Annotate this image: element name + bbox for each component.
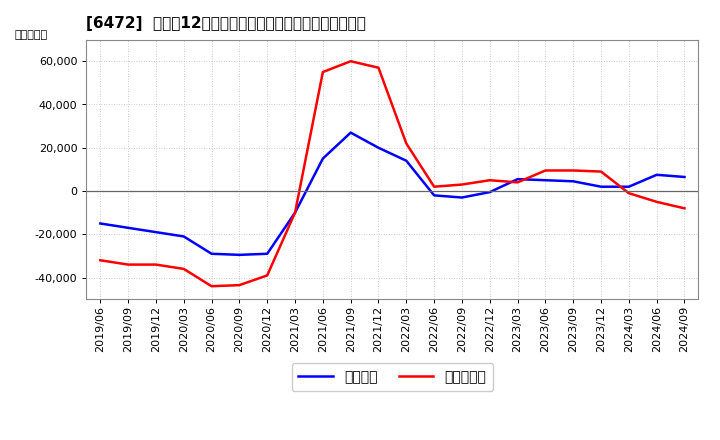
当期純利益: [263, 273, 271, 278]
当期純利益: [652, 199, 661, 205]
当期純利益: [541, 168, 550, 173]
当期純利益: [124, 262, 132, 267]
経常利益: [680, 174, 689, 180]
経常利益: [624, 184, 633, 189]
経常利益: [346, 130, 355, 135]
当期純利益: [235, 282, 243, 288]
当期純利益: [597, 169, 606, 174]
当期純利益: [569, 168, 577, 173]
経常利益: [652, 172, 661, 177]
Y-axis label: （百万円）: （百万円）: [14, 29, 48, 40]
当期純利益: [680, 205, 689, 211]
経常利益: [374, 145, 383, 150]
経常利益: [597, 184, 606, 189]
当期純利益: [458, 182, 467, 187]
経常利益: [402, 158, 410, 163]
経常利益: [291, 210, 300, 215]
当期純利益: [96, 258, 104, 263]
Text: [6472]  利益だ12か月移動合計の対前年同期増減額の推移: [6472] 利益だ12か月移動合計の対前年同期増減額の推移: [86, 16, 366, 32]
経常利益: [179, 234, 188, 239]
Legend: 経常利益, 当期純利益: 経常利益, 当期純利益: [292, 363, 493, 391]
当期純利益: [402, 141, 410, 146]
経常利益: [541, 178, 550, 183]
経常利益: [263, 251, 271, 257]
当期純利益: [513, 180, 522, 185]
Line: 経常利益: 経常利益: [100, 132, 685, 255]
経常利益: [430, 193, 438, 198]
経常利益: [235, 252, 243, 257]
経常利益: [152, 230, 161, 235]
当期純利益: [291, 210, 300, 215]
Line: 当期純利益: 当期純利益: [100, 61, 685, 286]
経常利益: [513, 176, 522, 182]
当期純利益: [207, 284, 216, 289]
経常利益: [124, 225, 132, 231]
経常利益: [318, 156, 327, 161]
当期純利益: [152, 262, 161, 267]
当期純利益: [374, 65, 383, 70]
経常利益: [207, 251, 216, 257]
当期純利益: [430, 184, 438, 189]
経常利益: [485, 190, 494, 195]
当期純利益: [485, 178, 494, 183]
当期純利益: [624, 191, 633, 196]
経常利益: [569, 179, 577, 184]
当期純利益: [318, 70, 327, 75]
経常利益: [458, 195, 467, 200]
当期純利益: [179, 266, 188, 271]
当期純利益: [346, 59, 355, 64]
経常利益: [96, 221, 104, 226]
